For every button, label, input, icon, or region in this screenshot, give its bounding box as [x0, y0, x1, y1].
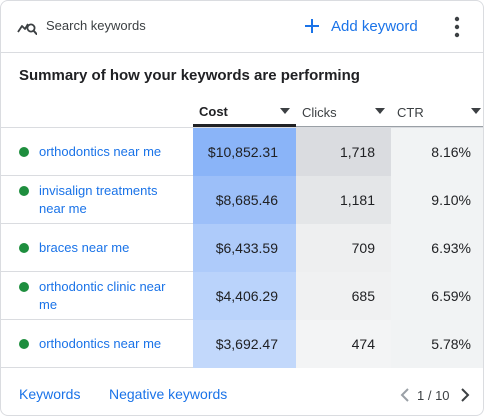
- table-row: orthodontics near me $3,692.47 474 5.78%: [1, 320, 483, 368]
- keyword-link[interactable]: braces near me: [39, 239, 189, 257]
- table-divider: [1, 127, 483, 128]
- column-label: Clicks: [302, 105, 337, 120]
- clicks-cell: 685: [296, 272, 391, 320]
- page-indicator: 1 / 10: [417, 388, 450, 403]
- keyword-line: orthodontic clinic near: [39, 279, 166, 294]
- row-divider: [1, 319, 193, 320]
- keyword-line: near me: [39, 201, 87, 216]
- ctr-cell: 9.10%: [391, 176, 483, 224]
- keyword-link[interactable]: orthodontic clinic near me: [39, 278, 189, 314]
- column-header-clicks[interactable]: Clicks: [296, 99, 391, 127]
- keyword-line: orthodontics near me: [39, 144, 162, 159]
- row-divider: [1, 367, 193, 368]
- row-divider: [1, 271, 193, 272]
- dropdown-arrow-icon: [375, 108, 385, 114]
- table-row: braces near me $6,433.59 709 6.93%: [1, 224, 483, 272]
- cost-cell: $3,692.47: [193, 320, 296, 368]
- status-dot-icon: [19, 243, 29, 253]
- search-trend-icon: [17, 23, 37, 35]
- ctr-cell: 5.78%: [391, 320, 483, 368]
- ctr-cell: 6.93%: [391, 224, 483, 272]
- keyword-link[interactable]: invisalign treatments near me: [39, 182, 189, 218]
- chevron-right-icon[interactable]: [459, 387, 471, 403]
- status-dot-icon: [19, 282, 29, 292]
- card-title: Search keywords: [46, 18, 146, 33]
- keyword-line: me: [39, 297, 58, 312]
- cost-cell: $8,685.46: [193, 176, 296, 224]
- cost-cell: $10,852.31: [193, 128, 296, 176]
- add-keyword-label: Add keyword: [331, 17, 418, 35]
- cost-cell: $4,406.29: [193, 272, 296, 320]
- row-divider: [1, 175, 193, 176]
- ctr-cell: 6.59%: [391, 272, 483, 320]
- table-row: invisalign treatments near me $8,685.46 1,1…: [1, 176, 483, 224]
- status-dot-icon: [19, 186, 29, 196]
- keyword-line: invisalign treatments: [39, 183, 158, 198]
- dropdown-arrow-icon: [280, 108, 290, 114]
- column-header-cost[interactable]: Cost: [193, 99, 296, 127]
- row-divider: [1, 223, 193, 224]
- negative-keywords-link[interactable]: Negative keywords: [109, 386, 228, 402]
- ctr-cell: 8.16%: [391, 128, 483, 176]
- add-keyword-button[interactable]: Add keyword: [304, 13, 418, 39]
- keyword-link[interactable]: orthodontics near me: [39, 143, 189, 161]
- more-vert-icon[interactable]: [447, 15, 467, 39]
- plus-icon: [305, 19, 319, 33]
- clicks-cell: 474: [296, 320, 391, 368]
- table-row: orthodontic clinic near me $4,406.29 685 6.5…: [1, 272, 483, 320]
- status-dot-icon: [19, 339, 29, 349]
- column-label: Cost: [199, 104, 228, 119]
- dropdown-arrow-icon: [471, 108, 481, 114]
- column-header-ctr[interactable]: CTR: [391, 99, 483, 127]
- card-header: Search keywords Add keyword: [1, 1, 483, 53]
- summary-title: Summary of how your keywords are perform…: [19, 67, 360, 84]
- column-label: CTR: [397, 105, 424, 120]
- keyword-line: orthodontics near me: [39, 336, 162, 351]
- table-row: orthodontics near me $10,852.31 1,718 8.16%: [1, 128, 483, 176]
- status-dot-icon: [19, 147, 29, 157]
- card-footer: Keywords Negative keywords 1 / 10: [1, 371, 483, 415]
- chevron-left-icon[interactable]: [399, 387, 411, 403]
- keyword-line: braces near me: [39, 240, 130, 255]
- keywords-link[interactable]: Keywords: [19, 386, 81, 402]
- clicks-cell: 1,718: [296, 128, 391, 176]
- cost-cell: $6,433.59: [193, 224, 296, 272]
- clicks-cell: 709: [296, 224, 391, 272]
- keyword-link[interactable]: orthodontics near me: [39, 335, 189, 353]
- clicks-cell: 1,181: [296, 176, 391, 224]
